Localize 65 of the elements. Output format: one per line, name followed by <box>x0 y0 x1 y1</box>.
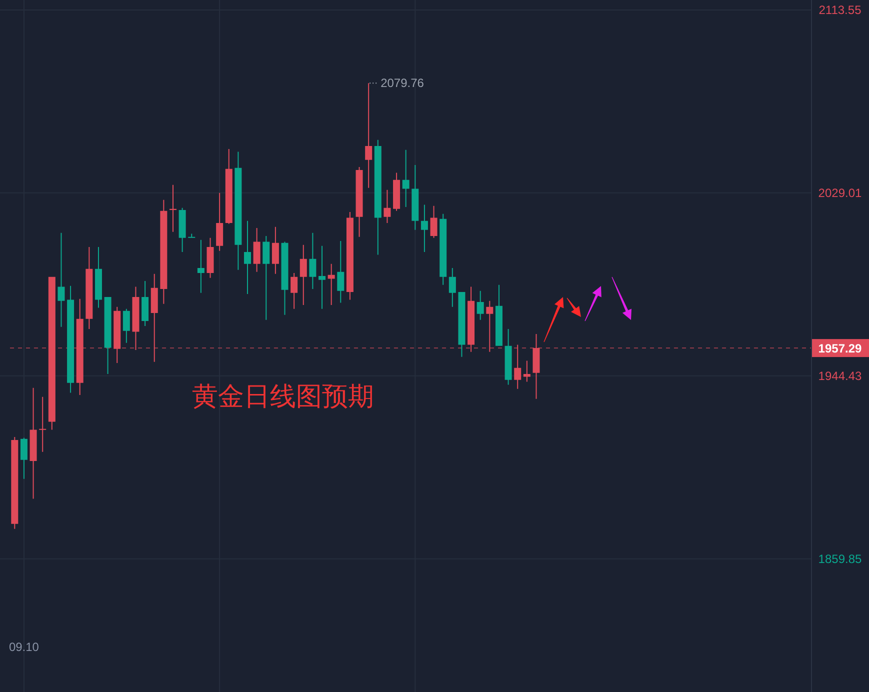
candlestick <box>122 308 130 343</box>
candlestick <box>178 208 186 252</box>
candlestick <box>440 214 447 285</box>
candlestick <box>20 438 28 479</box>
candlestick <box>365 83 372 188</box>
candlestick <box>495 284 502 346</box>
annotation: 黄金日线图预期 <box>192 381 374 411</box>
candlestick <box>281 242 288 315</box>
y-tick-label: 2113.55 <box>818 3 862 17</box>
candlestick <box>206 238 214 278</box>
candlestick <box>142 280 149 326</box>
candlestick <box>374 140 382 255</box>
candlestick <box>253 228 260 272</box>
x-tick-label: 09.10 <box>8 640 40 654</box>
candlestick <box>67 286 74 393</box>
candlestick <box>225 148 232 224</box>
candlestick <box>356 166 363 237</box>
candlestick <box>39 396 46 452</box>
candlestick <box>216 192 224 251</box>
candlestick <box>523 360 530 382</box>
candlestick <box>300 244 307 305</box>
ref-line-label: 1957.29 <box>818 342 862 356</box>
candlestick <box>514 344 522 389</box>
candlestick <box>290 272 298 309</box>
candlestick <box>393 172 400 211</box>
candlestick <box>458 292 466 357</box>
candlestick <box>412 165 419 230</box>
candlestick <box>272 226 279 274</box>
candlestick <box>114 306 121 363</box>
y-tick-label: 1859.85 <box>818 552 862 566</box>
y-tick-label: 1944.43 <box>818 368 862 383</box>
candlestick <box>76 298 84 395</box>
candlestick <box>30 388 37 499</box>
candlestick <box>486 300 494 352</box>
candlestick <box>11 436 18 529</box>
annotation: 2079.76 <box>380 76 424 90</box>
candlestick <box>309 232 316 289</box>
candlestick <box>318 246 326 309</box>
candlestick <box>150 274 158 362</box>
candlestick <box>48 276 56 430</box>
candlestick <box>468 286 475 352</box>
candlestick <box>86 246 93 329</box>
candlestick <box>430 206 438 238</box>
candlestick <box>234 152 242 270</box>
candlestick <box>402 150 410 207</box>
candlestick <box>58 232 65 327</box>
candlestick <box>504 328 512 385</box>
candlestick <box>244 220 252 294</box>
candlestick <box>132 286 140 350</box>
candlestick <box>420 204 428 252</box>
candlestick <box>337 240 344 303</box>
candlestick <box>160 200 168 304</box>
candlestick <box>104 296 112 374</box>
candlestick <box>532 334 540 399</box>
y-tick-label: 2029.01 <box>818 186 862 200</box>
candlestick <box>169 184 176 232</box>
candlestick <box>94 246 102 308</box>
candlestick <box>384 190 391 223</box>
candlestick <box>262 236 270 320</box>
candlestick <box>197 240 204 293</box>
candlestick <box>328 264 335 305</box>
candlestick <box>448 268 456 307</box>
candlestick <box>346 212 354 300</box>
candlestick <box>476 290 484 320</box>
candlestick <box>188 234 196 238</box>
